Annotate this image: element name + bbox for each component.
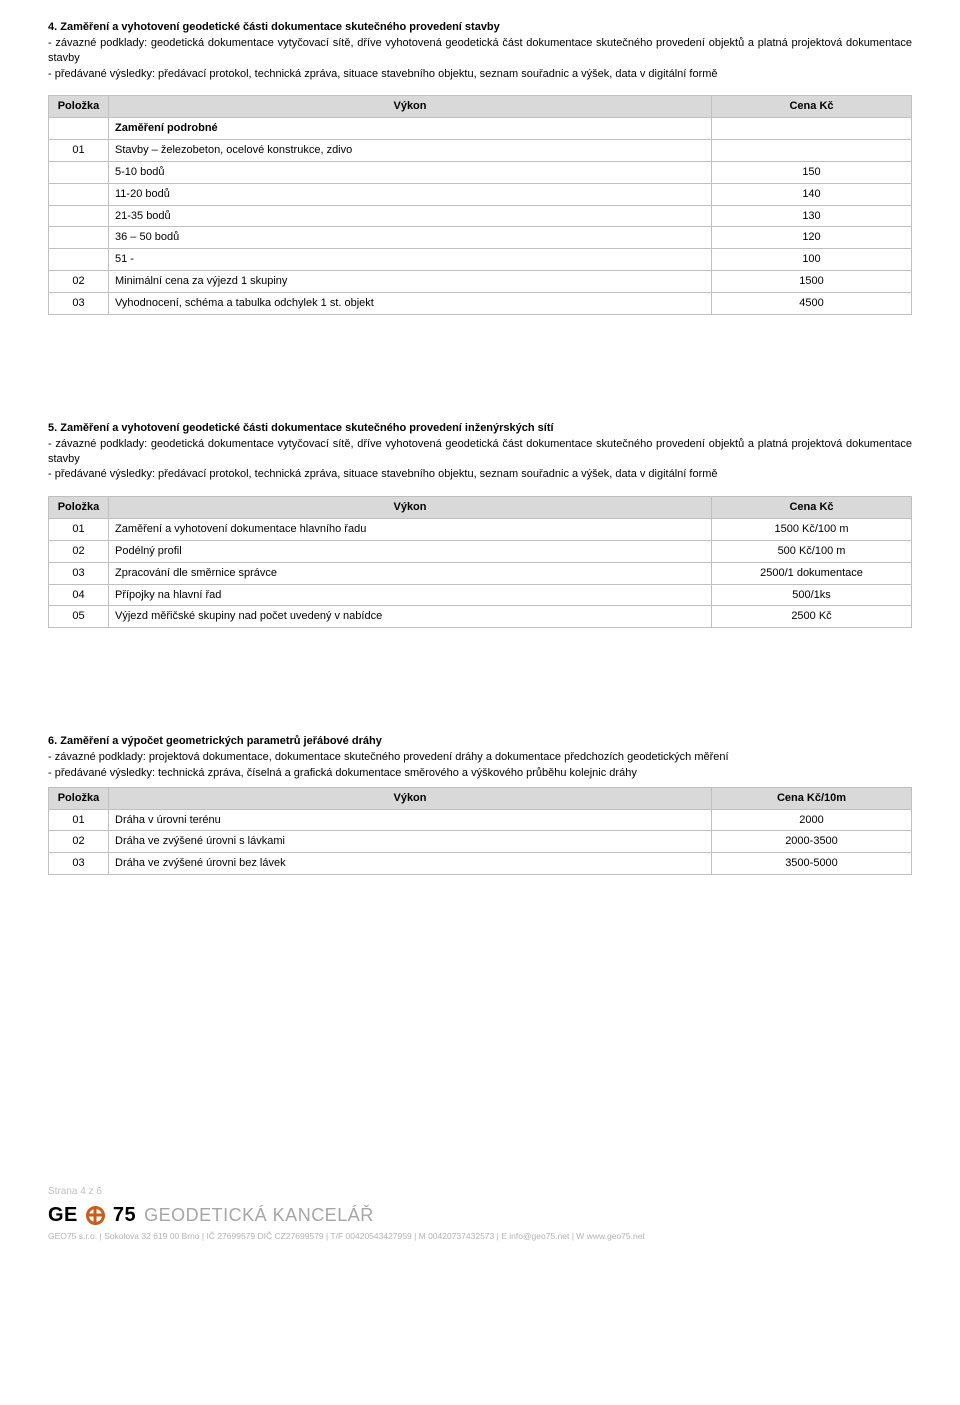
cell-id: 02: [49, 271, 109, 293]
section-5-title: 5. Zaměření a vyhotovení geodetické část…: [48, 421, 912, 436]
page-footer: Strana 4 z 6 GE 75 GEODETICKÁ KANCELÁŘ G…: [48, 1185, 912, 1242]
section-6-line1: - závazné podklady: projektová dokumenta…: [48, 750, 912, 765]
cell-price: 500 Kč/100 m: [712, 540, 912, 562]
cell-price: 140: [712, 183, 912, 205]
cell-desc: Dráha ve zvýšené úrovni bez lávek: [109, 853, 712, 875]
cell-price: 2500/1 dokumentace: [712, 562, 912, 584]
section-4-line1: - závazné podklady: geodetická dokumenta…: [48, 36, 912, 66]
cell-price: 4500: [712, 292, 912, 314]
table-row: 01 Zaměření a vyhotovení dokumentace hla…: [49, 519, 912, 541]
cell-desc: Dráha v úrovni terénu: [109, 809, 712, 831]
brand-ge: GE: [48, 1202, 78, 1229]
cell-subhead: Zaměření podrobné: [109, 118, 712, 140]
cell-price: 100: [712, 249, 912, 271]
table-row: 51 - 100: [49, 249, 912, 271]
table-row: 04 Přípojky na hlavní řad 500/1ks: [49, 584, 912, 606]
brand-75: 75: [113, 1202, 136, 1229]
section-5: 5. Zaměření a vyhotovení geodetické část…: [48, 421, 912, 628]
cell-desc: 36 – 50 bodů: [109, 227, 712, 249]
section-4-title: 4. Zaměření a vyhotovení geodetické část…: [48, 20, 912, 35]
section-6: 6. Zaměření a výpočet geometrických para…: [48, 734, 912, 875]
table-row: 01 Dráha v úrovni terénu 2000: [49, 809, 912, 831]
cell-desc: 11-20 bodů: [109, 183, 712, 205]
section-6-line2: - předávané výsledky: technická zpráva, …: [48, 766, 912, 781]
cell-price: 2000: [712, 809, 912, 831]
cell-id: 03: [49, 562, 109, 584]
section-5-line2: - předávané výsledky: předávací protokol…: [48, 467, 912, 482]
th-cena: Cena Kč/10m: [712, 787, 912, 809]
cell-desc: Přípojky na hlavní řad: [109, 584, 712, 606]
cell-id: 05: [49, 606, 109, 628]
cell-price: 3500-5000: [712, 853, 912, 875]
th-vykon: Výkon: [109, 497, 712, 519]
table-row: 02 Minimální cena za výjezd 1 skupiny 15…: [49, 271, 912, 293]
page-number: Strana 4 z 6: [48, 1185, 912, 1199]
brand-text: GEODETICKÁ KANCELÁŘ: [144, 1203, 374, 1227]
th-polozka: Položka: [49, 497, 109, 519]
table-row: 03 Vyhodnocení, schéma a tabulka odchyle…: [49, 292, 912, 314]
cell-id: 02: [49, 831, 109, 853]
section-6-title: 6. Zaměření a výpočet geometrických para…: [48, 734, 912, 749]
contact-line: GEO75 s.r.o. | Sokolova 32 619 00 Brno |…: [48, 1231, 912, 1242]
cell-desc: Vyhodnocení, schéma a tabulka odchylek 1…: [109, 292, 712, 314]
th-cena: Cena Kč: [712, 96, 912, 118]
table-row: 21-35 bodů 130: [49, 205, 912, 227]
table-row: 02 Podélný profil 500 Kč/100 m: [49, 540, 912, 562]
table-row: Položka Výkon Cena Kč: [49, 96, 912, 118]
table-row: Položka Výkon Cena Kč: [49, 497, 912, 519]
table-5: Položka Výkon Cena Kč 01 Zaměření a vyho…: [48, 496, 912, 628]
th-polozka: Položka: [49, 787, 109, 809]
table-row: 03 Zpracování dle směrnice správce 2500/…: [49, 562, 912, 584]
table-row: 5-10 bodů 150: [49, 161, 912, 183]
brand-row: GE 75 GEODETICKÁ KANCELÁŘ: [48, 1202, 912, 1229]
table-row: 01 Stavby – železobeton, ocelové konstru…: [49, 140, 912, 162]
cell-desc: Výjezd měřičské skupiny nad počet uveden…: [109, 606, 712, 628]
cell-id: 02: [49, 540, 109, 562]
cell-desc: 51 -: [109, 249, 712, 271]
cell-id: 04: [49, 584, 109, 606]
table-4: Položka Výkon Cena Kč Zaměření podrobné …: [48, 95, 912, 314]
cell-desc: 21-35 bodů: [109, 205, 712, 227]
cell-id: 01: [49, 519, 109, 541]
cell-id: 03: [49, 292, 109, 314]
table-row: 03 Dráha ve zvýšené úrovni bez lávek 350…: [49, 853, 912, 875]
th-vykon: Výkon: [109, 96, 712, 118]
table-row: Položka Výkon Cena Kč/10m: [49, 787, 912, 809]
cell-id: 01: [49, 140, 109, 162]
cell-price: 2000-3500: [712, 831, 912, 853]
table-row: 36 – 50 bodů 120: [49, 227, 912, 249]
cell-id: 03: [49, 853, 109, 875]
table-row: 02 Dráha ve zvýšené úrovni s lávkami 200…: [49, 831, 912, 853]
th-polozka: Položka: [49, 96, 109, 118]
table-row: 11-20 bodů 140: [49, 183, 912, 205]
table-6: Položka Výkon Cena Kč/10m 01 Dráha v úro…: [48, 787, 912, 875]
cell-id: 01: [49, 809, 109, 831]
table-row: Zaměření podrobné: [49, 118, 912, 140]
table-row: 05 Výjezd měřičské skupiny nad počet uve…: [49, 606, 912, 628]
cell-desc: Dráha ve zvýšené úrovni s lávkami: [109, 831, 712, 853]
cell-price: 1500 Kč/100 m: [712, 519, 912, 541]
cell-desc: Zpracování dle směrnice správce: [109, 562, 712, 584]
cell-price: 1500: [712, 271, 912, 293]
cell-price: 150: [712, 161, 912, 183]
cell-desc: Zaměření a vyhotovení dokumentace hlavní…: [109, 519, 712, 541]
cell-desc: Podélný profil: [109, 540, 712, 562]
cell-price: 500/1ks: [712, 584, 912, 606]
section-5-line1: - závazné podklady: geodetická dokumenta…: [48, 437, 912, 467]
th-vykon: Výkon: [109, 787, 712, 809]
section-4-line2: - předávané výsledky: předávací protokol…: [48, 67, 912, 82]
cell-price: 2500 Kč: [712, 606, 912, 628]
cell-price: 120: [712, 227, 912, 249]
cell-price: 130: [712, 205, 912, 227]
th-cena: Cena Kč: [712, 497, 912, 519]
cell-desc: Minimální cena za výjezd 1 skupiny: [109, 271, 712, 293]
cell-desc: 5-10 bodů: [109, 161, 712, 183]
cell-desc: Stavby – železobeton, ocelové konstrukce…: [109, 140, 712, 162]
section-4: 4. Zaměření a vyhotovení geodetické část…: [48, 20, 912, 315]
compass-icon: [86, 1206, 105, 1225]
